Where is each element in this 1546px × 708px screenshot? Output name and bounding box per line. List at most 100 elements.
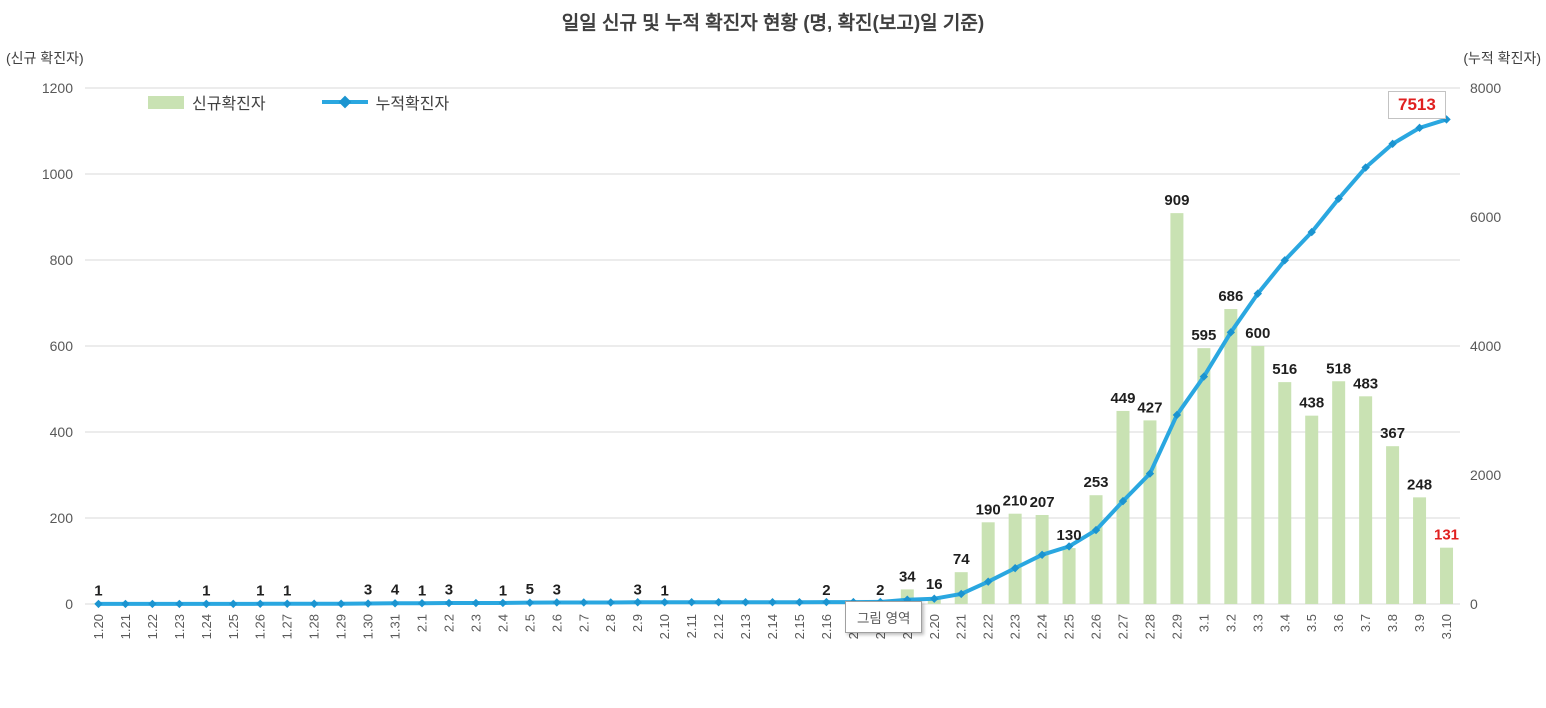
x-axis-tick-label: 2.25 (1062, 614, 1077, 639)
x-axis-tick-label: 2.8 (603, 614, 618, 632)
line-marker-icon (229, 599, 238, 609)
line-marker-icon (930, 594, 939, 603)
line-marker-icon (444, 598, 454, 608)
bar[interactable] (1251, 346, 1265, 604)
x-axis-tick-label: 3.10 (1439, 614, 1454, 639)
bar-value-label: 438 (1299, 395, 1324, 412)
bar[interactable] (1386, 446, 1400, 604)
x-axis-tick-label: 2.10 (657, 614, 672, 639)
x-axis-tick-label: 2.29 (1169, 614, 1184, 639)
line-marker-icon (1388, 139, 1397, 149)
line-marker-icon (525, 598, 535, 607)
left-axis-unit: (신규 확진자) (6, 50, 84, 66)
x-axis-tick-label: 2.4 (495, 614, 510, 632)
x-axis-tick-label: 1.25 (226, 614, 241, 639)
x-axis-tick-label: 2.12 (711, 614, 726, 639)
x-axis-tick-label: 2.7 (576, 614, 591, 632)
legend-item-cumulative-cases[interactable]: 누적확진자 (321, 90, 449, 114)
x-axis-tick-label: 1.26 (253, 614, 268, 639)
right-axis-tick-label: 8000 (1470, 80, 1501, 96)
bar-value-label: 1 (94, 583, 102, 600)
x-axis-tick-label: 3.6 (1331, 614, 1346, 632)
x-axis-tick-label: 2.20 (927, 614, 942, 639)
bar-value-label: 367 (1380, 425, 1405, 442)
bar-value-label: 130 (1057, 527, 1082, 544)
bar-value-label: 1 (283, 583, 291, 600)
x-axis-tick-label: 2.9 (630, 614, 645, 632)
legend-item-new-cases[interactable]: 신규확진자 (148, 90, 266, 114)
x-axis-tick-label: 2.14 (765, 614, 780, 639)
chart-title: 일일 신규 및 누적 확진자 현황 (명, 확진(보고)일 기준) (561, 13, 985, 34)
line-marker-icon (256, 599, 265, 609)
bar[interactable] (1008, 513, 1022, 604)
bar-value-label: 449 (1110, 390, 1135, 407)
bar[interactable] (1197, 348, 1211, 604)
x-axis-tick-label: 2.22 (981, 614, 996, 639)
bar[interactable] (1089, 495, 1103, 604)
bar-value-label: 427 (1137, 399, 1162, 416)
left-axis-tick-label: 800 (50, 252, 74, 268)
line-marker-icon (1307, 227, 1316, 237)
bar-value-label: 207 (1030, 494, 1055, 511)
x-axis-tick-label: 1.30 (361, 614, 376, 639)
bar[interactable] (1143, 420, 1157, 604)
bar-value-label: 2 (876, 582, 884, 599)
cumulative-line[interactable] (96, 117, 1449, 606)
x-axis-tick-label: 3.1 (1196, 614, 1211, 632)
bar[interactable] (1116, 410, 1130, 604)
bar-value-label: 248 (1407, 476, 1432, 493)
line-marker-icon (1145, 469, 1155, 478)
x-axis-tick-label: 1.24 (199, 614, 214, 639)
line-marker-icon (1118, 496, 1128, 506)
x-axis-tick-label: 2.13 (738, 614, 753, 639)
line-marker-icon (552, 598, 562, 607)
right-axis-tick-label: 4000 (1470, 338, 1501, 354)
x-axis-tick-label: 3.3 (1250, 614, 1265, 632)
line-marker-icon (1280, 256, 1289, 265)
line-marker-icon (309, 599, 319, 608)
bar[interactable] (1359, 396, 1373, 604)
bar[interactable] (1278, 382, 1292, 604)
legend-line-swatch (321, 95, 368, 109)
line-marker-icon (579, 598, 588, 607)
x-axis-tick-label: 1.23 (172, 614, 187, 639)
bar-value-label: 210 (1003, 493, 1028, 510)
bar[interactable] (1440, 547, 1454, 604)
bar[interactable] (1062, 548, 1076, 604)
bar[interactable] (1224, 309, 1238, 604)
bar-value-label: 1 (256, 583, 264, 600)
line-marker-icon (471, 598, 481, 608)
x-axis-tick-label: 2.23 (1008, 614, 1023, 639)
line-marker-icon (1361, 163, 1370, 172)
legend-bar-swatch (148, 95, 184, 109)
bar-value-label: 909 (1164, 192, 1189, 209)
left-axis-tick-label: 200 (50, 510, 74, 526)
x-axis-tick-label: 2.1 (415, 614, 430, 632)
final-value-label: 7513 (1388, 91, 1446, 120)
bar[interactable] (1170, 213, 1184, 604)
line-marker-icon (1199, 372, 1209, 381)
line-marker-icon (148, 599, 157, 609)
line-marker-icon (983, 577, 993, 586)
x-axis-tick-label: 2.26 (1089, 614, 1104, 639)
x-axis-tick-label: 3.5 (1304, 614, 1319, 632)
bar[interactable] (1413, 497, 1427, 604)
bar-value-label: 3 (634, 582, 642, 599)
line-marker-icon (283, 599, 292, 608)
bar[interactable] (954, 572, 968, 604)
bar[interactable] (1035, 514, 1049, 604)
bar-value-label: 595 (1191, 327, 1216, 344)
bar[interactable] (981, 522, 995, 604)
bar-value-label: 5 (526, 581, 534, 598)
bar-value-label: 1 (202, 583, 210, 600)
line-marker-icon (687, 597, 696, 607)
line-marker-icon (175, 599, 184, 609)
bar-value-label: 190 (976, 501, 1001, 518)
bar[interactable] (1332, 381, 1346, 604)
bar-value-label: 483 (1353, 375, 1378, 392)
line-marker-icon (1415, 123, 1424, 133)
bar[interactable] (1305, 415, 1319, 604)
x-axis-tick-label: 2.6 (549, 614, 564, 632)
x-axis-tick-label: 3.4 (1277, 614, 1292, 632)
